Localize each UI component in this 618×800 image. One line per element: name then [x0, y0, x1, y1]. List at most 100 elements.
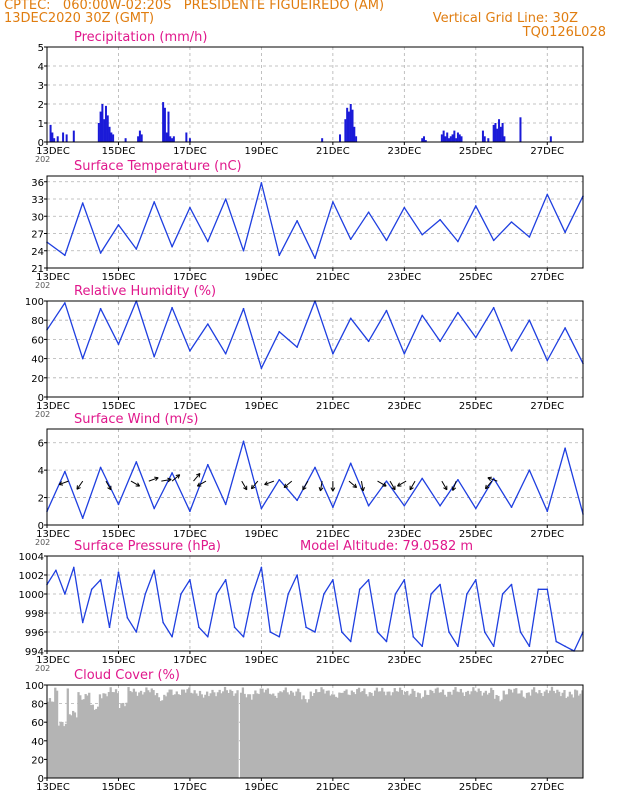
cloud-bar — [390, 695, 393, 778]
cloud-bar — [77, 692, 80, 778]
cloud-bar — [125, 702, 128, 778]
data-point — [117, 224, 120, 226]
data-point — [376, 631, 379, 633]
cloud-bar — [332, 694, 336, 778]
x-tick-label: 21DEC — [316, 146, 350, 157]
panel-title: Surface Pressure (hPa) — [74, 539, 221, 554]
panel-1 — [44, 46, 584, 145]
cloud-bar — [266, 688, 270, 778]
data-point — [421, 314, 424, 317]
series-line — [46, 182, 584, 259]
data-point — [171, 306, 173, 309]
cloud-bar — [170, 689, 173, 778]
precip-bar — [101, 104, 104, 142]
cloud-bar — [302, 695, 305, 778]
data-point — [153, 569, 155, 572]
panel-title: Cloud Cover (%) — [74, 668, 180, 683]
cloud-bar — [520, 690, 523, 778]
x-tick-label: 15DEC — [102, 146, 136, 157]
data-point — [90, 588, 93, 591]
precip-bar — [483, 136, 486, 142]
wind-arrow-head — [382, 482, 387, 487]
data-point — [198, 626, 200, 629]
cloud-bar — [200, 694, 203, 778]
y-tick-label: 20 — [31, 755, 44, 766]
wind-arrow-head — [243, 485, 248, 491]
data-point — [296, 574, 298, 576]
data-point — [510, 583, 513, 586]
wind-arrow-head — [167, 477, 172, 483]
wind-arrow-head — [302, 485, 307, 491]
y-tick-label: 60 — [31, 718, 44, 729]
cloud-bar — [507, 688, 511, 778]
data-point — [278, 635, 281, 638]
wind-arrow — [58, 480, 69, 486]
cloud-bar — [120, 703, 123, 778]
x-tick-label: 27DEC — [530, 655, 564, 666]
cloud-bar — [429, 689, 432, 778]
cloud-bar — [438, 692, 441, 778]
cloud-bar — [245, 697, 248, 778]
data-point — [207, 463, 209, 466]
cloud-bar — [402, 694, 405, 778]
data-point — [251, 593, 254, 595]
year-label: 202 — [35, 664, 50, 673]
data-point — [546, 510, 549, 513]
cloud-bar — [488, 692, 491, 778]
data-point — [385, 239, 388, 242]
x-tick-label: 25DEC — [459, 272, 493, 283]
cloud-bar — [334, 696, 337, 778]
cloud-bar — [307, 699, 311, 778]
cloud-bar — [88, 692, 91, 778]
data-point — [537, 588, 540, 591]
data-point — [439, 583, 441, 586]
cloud-bar — [322, 689, 325, 778]
x-tick-label: 19DEC — [245, 146, 279, 157]
cloud-bar — [214, 696, 218, 778]
x-tick-label: 21DEC — [316, 655, 350, 666]
cloud-bar — [484, 690, 488, 778]
wind-arrow — [76, 480, 84, 490]
cloud-bar — [445, 696, 448, 778]
cloud-bar — [82, 699, 86, 778]
data-point — [64, 593, 66, 595]
cloud-bar — [232, 695, 236, 778]
x-tick-label: 23DEC — [387, 655, 421, 666]
cloud-bar — [218, 689, 221, 778]
precip-bar — [501, 123, 504, 142]
cloud-bar — [524, 698, 527, 778]
precip-bar — [99, 111, 102, 142]
data-point — [457, 478, 459, 481]
data-point — [260, 367, 263, 370]
data-point — [55, 569, 57, 572]
cloud-bar — [486, 694, 489, 778]
data-point — [64, 302, 66, 304]
cloud-bar — [309, 691, 312, 778]
cloud-bar — [466, 690, 470, 778]
x-tick-label: 23DEC — [387, 782, 421, 793]
precip-bar — [455, 138, 458, 142]
cloud-bar — [181, 689, 184, 778]
x-tick-label: 15DEC — [102, 401, 136, 412]
cloud-bar — [188, 687, 191, 778]
cloud-bar — [323, 693, 327, 778]
cloud-bar — [132, 688, 136, 778]
data-point — [367, 340, 370, 343]
cloud-bar — [577, 695, 580, 778]
data-point — [403, 578, 406, 581]
wind-arrow-head — [250, 484, 256, 490]
x-tick-label: 17DEC — [173, 655, 207, 666]
wind-arrow — [251, 480, 259, 490]
x-tick-label: 21DEC — [316, 272, 350, 283]
precip-bar — [453, 130, 456, 142]
cloud-bar — [557, 691, 561, 778]
data-point — [135, 248, 138, 250]
cloud-bar — [166, 692, 169, 778]
y-tick-label: 27 — [31, 230, 44, 241]
cloud-bar — [529, 695, 532, 778]
x-tick-label: 27DEC — [530, 146, 564, 157]
cloud-bar — [275, 697, 278, 778]
cloud-bar — [97, 706, 100, 778]
y-tick-label: 1002 — [19, 571, 44, 582]
